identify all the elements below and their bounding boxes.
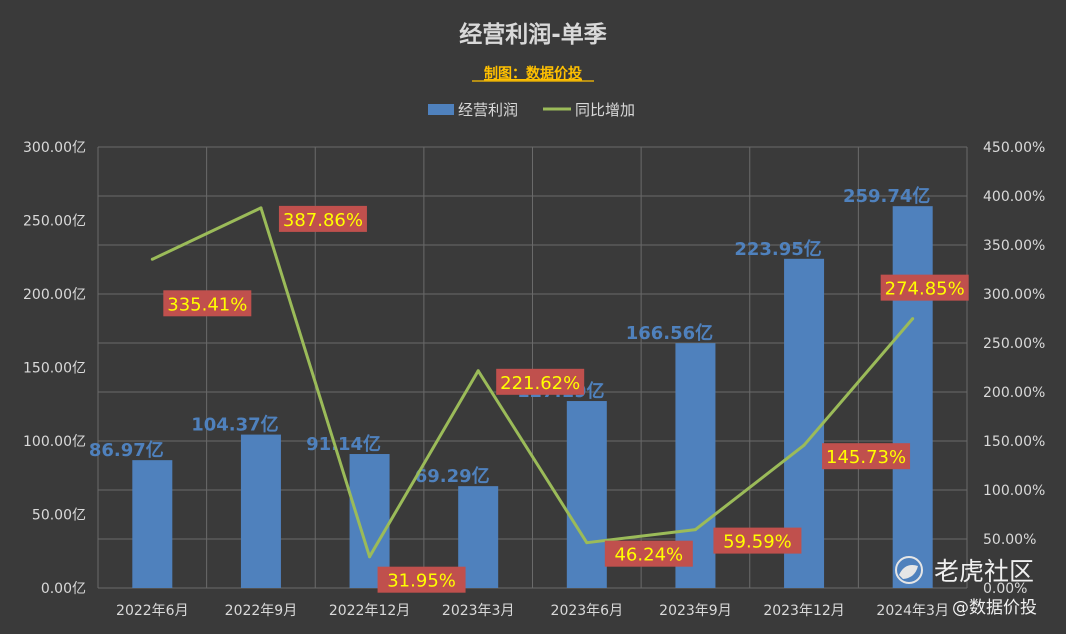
- y-right-tick-label: 100.00%: [983, 483, 1045, 499]
- watermark: 老虎社区 @数据价投: [895, 556, 1037, 618]
- bar-data-label: 104.37亿: [191, 414, 278, 436]
- bar-data-label: 223.95亿: [734, 238, 821, 260]
- line-data-label-text: 145.73%: [826, 447, 906, 468]
- y-right-tick-label: 150.00%: [983, 434, 1045, 450]
- chart-title: 经营利润-单季: [459, 21, 607, 48]
- y-axis-right: 0.00% 50.00% 100.00% 150.00% 200.00% 250.00% 3…: [983, 140, 1045, 597]
- line-data-label-box: [496, 368, 585, 395]
- watermark-brand: 老虎社区: [934, 557, 1034, 586]
- legend: 经营利润 同比增加: [428, 101, 635, 119]
- y-right-tick-label: 250.00%: [983, 336, 1045, 352]
- y-right-tick-label: 0.00%: [983, 581, 1027, 597]
- line-data-label: 59.59%: [713, 527, 802, 554]
- line-data-label-box: [713, 527, 802, 554]
- line-point: [368, 555, 372, 559]
- y-axis-left: 0.00亿 50.00亿 100.00亿 150.00亿 200.00亿 250.00亿 3…: [23, 140, 86, 597]
- line-point: [476, 369, 480, 373]
- y-left-tick-label: 100.00亿: [23, 434, 86, 450]
- line-data-label: 274.85%: [880, 274, 969, 301]
- bar: [132, 460, 173, 588]
- bar-data-label: 259.74亿: [843, 185, 930, 207]
- x-tick-label: 2022年6月: [116, 603, 189, 619]
- y-left-tick-label: 200.00亿: [23, 287, 86, 303]
- x-tick-label: 2023年12月: [763, 603, 844, 619]
- bar-data-label: 69.29亿: [415, 465, 490, 487]
- line-data-label-box: [822, 443, 911, 470]
- line-data-label-box: [377, 566, 466, 593]
- bar-data-label: 166.56亿: [626, 322, 713, 344]
- line-data-label-box: [604, 540, 693, 567]
- y-left-tick-label: 50.00亿: [32, 508, 86, 524]
- y-right-tick-label: 200.00%: [983, 385, 1045, 401]
- line-data-label-box: [278, 205, 367, 232]
- y-right-tick-label: 300.00%: [983, 287, 1045, 303]
- line-data-label-text: 46.24%: [614, 545, 683, 566]
- bar: [240, 434, 281, 588]
- y-left-tick-label: 250.00亿: [23, 214, 86, 230]
- line-data-label: 46.24%: [604, 540, 693, 567]
- y-right-tick-label: 50.00%: [983, 532, 1036, 548]
- line-labels: 335.41% 387.86% 31.95% 221.62% 46.24% 59.59% 1…: [163, 205, 969, 593]
- bar: [892, 206, 933, 589]
- line-data-label-box: [880, 274, 969, 301]
- bar: [566, 401, 607, 588]
- x-tick-label: 2023年3月: [442, 603, 515, 619]
- x-tick-label: 2023年6月: [551, 603, 624, 619]
- line-point: [802, 443, 806, 447]
- watermark-handle: @数据价投: [952, 598, 1037, 618]
- y-right-tick-label: 400.00%: [983, 189, 1045, 205]
- y-right-tick-label: 350.00%: [983, 238, 1045, 254]
- y-left-tick-label: 0.00亿: [41, 581, 86, 597]
- bar: [349, 454, 390, 588]
- line-path: [151, 206, 914, 559]
- line-data-label: 221.62%: [496, 368, 585, 395]
- line-point: [585, 541, 589, 545]
- line-data-label: 335.41%: [163, 290, 252, 317]
- bar-data-label: 86.97亿: [89, 439, 164, 461]
- x-axis: 2022年6月 2022年9月 2022年12月 2023年3月 2023年6月 2023…: [116, 603, 949, 619]
- x-tick-label: 2024年3月: [876, 603, 949, 619]
- x-tick-label: 2023年9月: [659, 603, 732, 619]
- line-data-label-text: 335.41%: [167, 294, 247, 315]
- line-point: [259, 206, 263, 210]
- line-point: [150, 257, 154, 261]
- line-data-label-text: 387.86%: [283, 210, 363, 231]
- line-point: [693, 528, 697, 532]
- x-tick-label: 2022年12月: [329, 603, 410, 619]
- y-left-tick-label: 300.00亿: [23, 140, 86, 156]
- y-left-tick-label: 150.00亿: [23, 361, 86, 377]
- line-data-label-text: 31.95%: [387, 571, 456, 592]
- x-tick-label: 2022年9月: [225, 603, 298, 619]
- line-data-label: 145.73%: [822, 443, 911, 470]
- tiger-logo-icon: [895, 556, 923, 584]
- line-data-label: 31.95%: [377, 566, 466, 593]
- line-data-label-text: 221.62%: [500, 373, 580, 394]
- bar-data-label: 91.14亿: [306, 433, 381, 455]
- y-right-tick-label: 450.00%: [983, 140, 1045, 156]
- chart-subtitle: 制图：数据价投: [484, 65, 582, 82]
- line-series: [150, 206, 915, 559]
- legend-bar-swatch: [428, 104, 454, 115]
- line-data-label: 387.86%: [278, 205, 367, 232]
- legend-bar-label: 经营利润: [458, 101, 518, 119]
- legend-line-label: 同比增加: [575, 101, 635, 119]
- line-data-label-text: 274.85%: [885, 279, 965, 300]
- line-data-label-box: [163, 290, 252, 317]
- line-point: [911, 317, 915, 321]
- bar-series: [132, 206, 933, 589]
- line-data-label-text: 59.59%: [723, 532, 792, 553]
